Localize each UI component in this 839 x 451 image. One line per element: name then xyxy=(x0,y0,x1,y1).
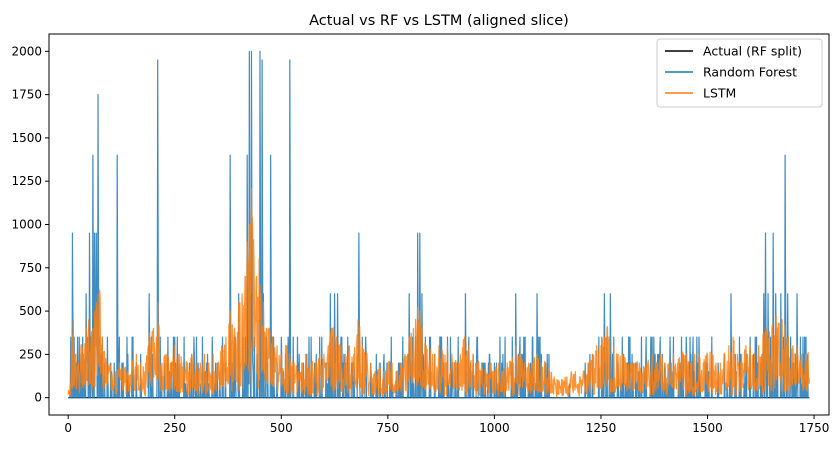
y-tick-label: 500 xyxy=(19,304,42,318)
x-tick-label: 0 xyxy=(64,421,72,435)
chart-title: Actual vs RF vs LSTM (aligned slice) xyxy=(309,13,569,29)
x-tick-label: 1500 xyxy=(692,421,723,435)
legend: Actual (RF split) Random Forest LSTM xyxy=(656,38,823,108)
x-tick-label: 250 xyxy=(163,421,186,435)
legend-label: Random Forest xyxy=(703,65,797,80)
legend-label: LSTM xyxy=(703,86,736,101)
y-tick-label: 250 xyxy=(19,347,42,361)
x-tick-label: 1250 xyxy=(586,421,617,435)
y-tick-label: 0 xyxy=(34,391,42,405)
x-axis: 0 250 500 750 1000 1250 1500 1750 xyxy=(64,415,829,435)
y-tick-label: 2000 xyxy=(11,44,42,58)
y-tick-label: 1000 xyxy=(11,218,42,232)
y-tick-label: 1500 xyxy=(11,131,42,145)
x-tick-label: 1750 xyxy=(799,421,830,435)
legend-label: Actual (RF split) xyxy=(703,44,802,59)
x-tick-label: 500 xyxy=(270,421,293,435)
legend-box xyxy=(656,38,823,108)
x-tick-label: 1000 xyxy=(479,421,510,435)
y-axis: 0 250 500 750 1000 1250 1500 1750 2000 xyxy=(11,44,49,405)
y-tick-label: 1250 xyxy=(11,174,42,188)
y-tick-label: 1750 xyxy=(11,88,42,102)
series-layer xyxy=(67,50,810,399)
y-tick-label: 750 xyxy=(19,261,42,275)
series-lstm-line xyxy=(67,187,810,398)
x-tick-label: 750 xyxy=(376,421,399,435)
